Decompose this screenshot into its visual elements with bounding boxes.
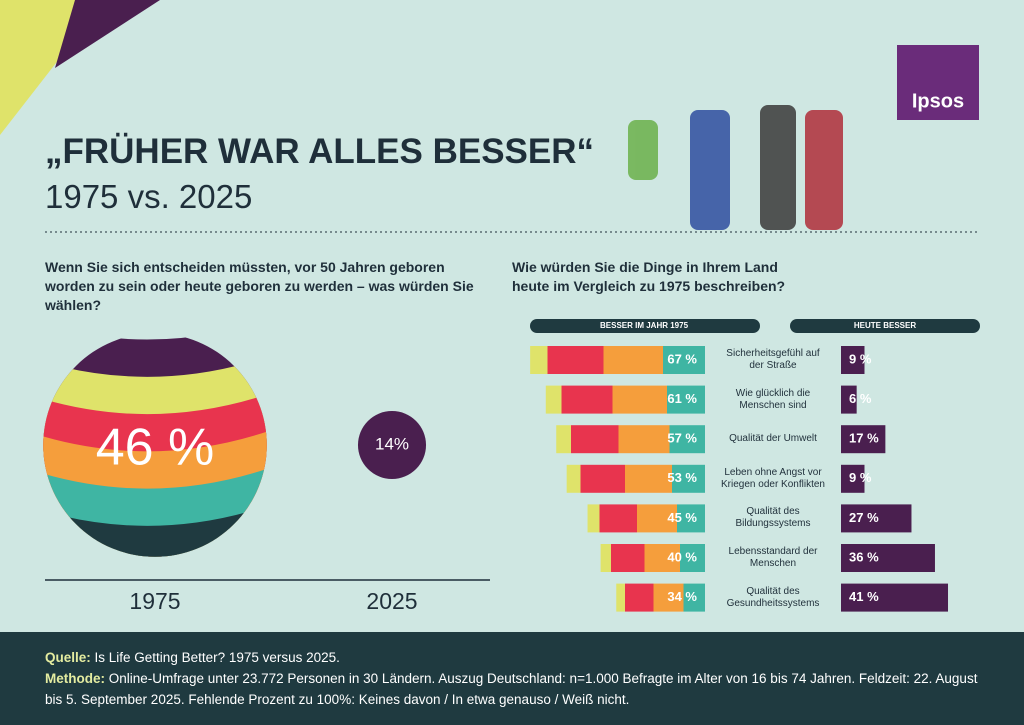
illustration <box>628 105 843 230</box>
category-label: Sicherheitsgefühl auf der Straße <box>726 348 820 371</box>
source-text: Is Life Getting Better? 1975 versus 2025… <box>94 650 340 665</box>
value-label: 9 % <box>849 351 872 366</box>
category-label: Qualität des Gesundheitssystems <box>726 585 820 609</box>
bar <box>556 425 705 454</box>
subtitle: 1975 vs. 2025 <box>45 178 253 215</box>
value-label: 27 % <box>849 510 879 525</box>
legend-label: BESSER IM JAHR 1975 <box>600 321 689 330</box>
method-text: Online-Umfrage unter 23.772 Personen in … <box>45 671 978 707</box>
stripe <box>43 504 267 557</box>
bar <box>841 464 865 493</box>
bar <box>841 583 949 612</box>
footer: Quelle: Is Life Getting Better? 1975 ver… <box>0 632 1024 725</box>
value-label: 36 % <box>849 549 879 564</box>
legend-pill <box>530 319 760 333</box>
value-label: 41 % <box>849 589 879 604</box>
value-label: 53 % <box>667 470 697 485</box>
method: Methode: Online-Umfrage unter 23.772 Per… <box>45 668 979 710</box>
source: Quelle: Is Life Getting Better? 1975 ver… <box>45 647 979 668</box>
bubble-label: 46 % <box>96 419 215 477</box>
value-label: 6 % <box>849 391 872 406</box>
category-label: Wie glücklich die Menschen sind <box>735 387 811 411</box>
value-label: 45 % <box>667 510 697 525</box>
category-label: Leben ohne Angst vor Kriegen oder Konfli… <box>721 466 825 490</box>
question: Wie würden Sie die Dinge in Ihrem Land h… <box>512 259 786 294</box>
legend-label: HEUTE BESSER <box>854 321 916 330</box>
bar <box>600 544 705 572</box>
bar <box>616 583 705 612</box>
x-label: 1975 <box>129 588 180 614</box>
bar <box>545 385 705 414</box>
value-label: 9 % <box>849 470 872 485</box>
category-label: Qualität des Bildungssystems <box>735 506 811 530</box>
method-label: Methode: <box>45 671 105 686</box>
logo-box <box>897 45 979 120</box>
value-label: 57 % <box>667 431 697 446</box>
value-label: 17 % <box>849 431 879 446</box>
value-label: 34 % <box>667 589 697 604</box>
source-label: Quelle: <box>45 650 91 665</box>
logo: Ipsos <box>912 90 964 112</box>
bar <box>530 346 705 374</box>
legend-pill <box>790 319 980 333</box>
category-label: Qualität der Umwelt <box>729 433 817 445</box>
bar <box>841 544 935 572</box>
value-label: 67 % <box>667 351 697 366</box>
bar <box>841 425 886 454</box>
x-label: 2025 <box>366 588 417 614</box>
bar <box>841 504 912 533</box>
category-label: Lebensstandard der Menschen <box>728 546 818 569</box>
value-label: 61 % <box>667 391 697 406</box>
bubble-label: 14% <box>375 434 409 453</box>
bar <box>841 346 865 374</box>
value-label: 40 % <box>667 549 697 564</box>
bubble <box>357 410 427 480</box>
bar <box>587 504 705 533</box>
bar <box>566 464 705 493</box>
decor-stripe <box>55 0 160 68</box>
bar <box>841 385 857 414</box>
title: „FRÜHER WAR ALLES BESSER“ <box>45 132 595 171</box>
question: Wenn Sie sich entscheiden müssten, vor 5… <box>45 259 474 313</box>
